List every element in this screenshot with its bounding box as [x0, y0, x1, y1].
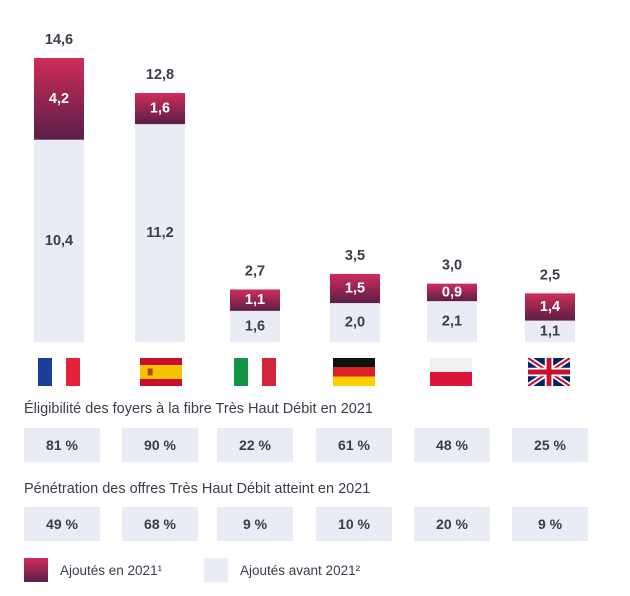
- eligibility-value-uk: 25 %: [512, 428, 588, 462]
- penetration-value-spain: 68 %: [122, 507, 198, 541]
- legend-label-old: Ajoutés avant 2021²: [240, 562, 361, 578]
- total-label-uk: 2,5: [540, 267, 560, 283]
- eligibility-title: Éligibilité des foyers à la fibre Très H…: [24, 401, 373, 417]
- spain-flag-icon: [140, 358, 182, 386]
- penetration-value-france: 49 %: [24, 507, 100, 541]
- value-label-before-2021-uk: 1,1: [540, 323, 560, 339]
- legend-swatch-old: [204, 558, 228, 582]
- bar-before-2021-poland: [427, 301, 477, 342]
- eligibility-value-poland: 48 %: [414, 428, 490, 462]
- bar-2021-spain: [135, 93, 185, 125]
- value-label-2021-poland: 0,9: [442, 284, 462, 300]
- value-label-before-2021-poland: 2,1: [442, 314, 462, 330]
- eligibility-value-spain: 90 %: [122, 428, 198, 462]
- eligibility-value-germany: 61 %: [316, 428, 392, 462]
- penetration-value-germany: 10 %: [316, 507, 392, 541]
- total-label-spain: 12,8: [146, 67, 174, 83]
- bar-before-2021-spain: [135, 124, 185, 342]
- total-label-poland: 3,0: [442, 258, 462, 274]
- stacked-bar-chart: 10,4 4,2 14,6 11,2 1,6 12,8 1,6 1,1 2,7 2,0 1,5 3,5…: [34, 32, 575, 342]
- penetration-value-poland: 20 %: [414, 507, 490, 541]
- legend-swatch-new: [24, 558, 48, 582]
- penetration-value-uk: 9 %: [512, 507, 588, 541]
- legend-label-new: Ajoutés en 2021¹: [60, 562, 163, 578]
- bar-before-2021-italy: [230, 310, 280, 342]
- penetration-title: Pénétration des offres Très Haut Débit a…: [24, 481, 371, 497]
- bar-2021-italy: [230, 289, 280, 311]
- legend-item-new: Ajoutés en 2021¹: [24, 558, 162, 582]
- value-label-before-2021-france: 10,4: [45, 233, 73, 249]
- value-label-2021-uk: 1,4: [540, 299, 560, 315]
- penetration-value-italy: 9 %: [217, 507, 293, 541]
- france-flag-icon: [38, 358, 80, 386]
- value-label-2021-france: 4,2: [49, 91, 69, 107]
- value-label-before-2021-spain: 11,2: [146, 225, 173, 241]
- bar-2021-poland: [427, 283, 477, 302]
- eligibility-value-france: 81 %: [24, 428, 100, 462]
- value-label-2021-italy: 1,1: [245, 292, 265, 308]
- italy-flag-icon: [234, 358, 276, 386]
- value-label-before-2021-germany: 2,0: [345, 315, 365, 331]
- bar-before-2021-germany: [330, 303, 380, 342]
- bar-before-2021-uk: [525, 320, 575, 342]
- legend-item-old: Ajoutés avant 2021²: [204, 558, 360, 582]
- value-label-2021-spain: 1,6: [150, 101, 170, 117]
- eligibility-value-italy: 22 %: [217, 428, 293, 462]
- value-label-before-2021-italy: 1,6: [245, 318, 265, 334]
- uk-flag-icon: [528, 358, 570, 386]
- bar-2021-uk: [525, 293, 575, 321]
- total-label-france: 14,6: [45, 32, 73, 48]
- total-label-italy: 2,7: [245, 263, 265, 279]
- poland-flag-icon: [430, 358, 472, 386]
- bar-before-2021-france: [34, 139, 84, 342]
- value-label-2021-germany: 1,5: [345, 281, 365, 297]
- germany-flag-icon: [333, 358, 375, 386]
- bar-2021-germany: [330, 273, 380, 304]
- total-label-germany: 3,5: [345, 248, 365, 264]
- bar-2021-france: [34, 58, 84, 140]
